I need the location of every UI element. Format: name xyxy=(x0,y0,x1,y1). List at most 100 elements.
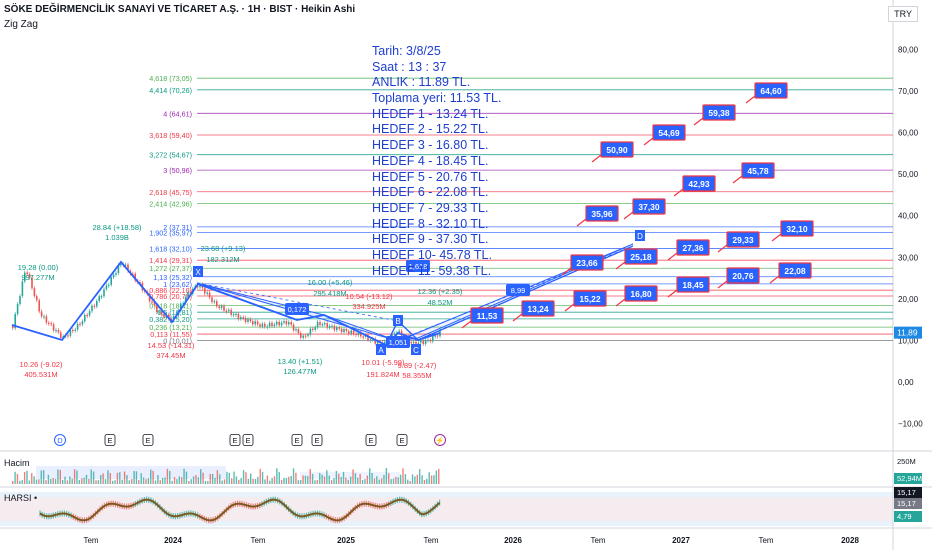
volume-bar[interactable] xyxy=(131,479,133,484)
candle[interactable] xyxy=(93,305,96,307)
target-box[interactable] xyxy=(570,254,604,271)
candle[interactable] xyxy=(242,317,244,319)
candle[interactable] xyxy=(424,340,427,345)
volume-bar[interactable] xyxy=(69,476,71,484)
candle[interactable] xyxy=(295,329,297,331)
volume-bar[interactable] xyxy=(230,478,233,484)
candle[interactable] xyxy=(79,323,81,326)
volume-bar[interactable] xyxy=(88,478,90,484)
pattern-ratio-box[interactable] xyxy=(386,336,410,348)
volume-bar[interactable] xyxy=(338,473,340,484)
target-box[interactable] xyxy=(632,198,666,215)
volume-bar[interactable] xyxy=(261,471,264,484)
volume-bar[interactable] xyxy=(347,479,349,484)
candle[interactable] xyxy=(120,264,122,266)
harsi-pane-label[interactable]: HARSI • xyxy=(4,493,38,503)
event-marker[interactable] xyxy=(396,434,408,446)
volume-bar[interactable] xyxy=(188,480,190,484)
volume-bar[interactable] xyxy=(216,470,219,484)
volume-bar[interactable] xyxy=(385,468,388,484)
volume-bar[interactable] xyxy=(219,474,221,484)
target-box[interactable] xyxy=(624,285,658,302)
volume-bar[interactable] xyxy=(214,477,216,484)
volume-bar[interactable] xyxy=(76,470,78,484)
candle[interactable] xyxy=(417,342,420,346)
volume-bar[interactable] xyxy=(428,472,430,484)
candle[interactable] xyxy=(326,323,328,328)
volume-bar[interactable] xyxy=(395,476,397,484)
volume-bar[interactable] xyxy=(397,477,399,484)
volume-bar[interactable] xyxy=(183,468,185,484)
candle[interactable] xyxy=(410,342,412,344)
volume-bar[interactable] xyxy=(31,473,33,484)
volume-bar[interactable] xyxy=(438,468,440,484)
volume-bar[interactable] xyxy=(273,476,276,484)
volume-bar[interactable] xyxy=(111,480,114,484)
candle[interactable] xyxy=(21,281,24,296)
candle[interactable] xyxy=(290,322,292,325)
volume-bar[interactable] xyxy=(150,469,152,484)
volume-bar[interactable] xyxy=(54,478,57,484)
volume-bar[interactable] xyxy=(142,477,145,484)
event-marker[interactable] xyxy=(291,434,303,446)
volume-bar[interactable] xyxy=(285,477,288,484)
event-marker[interactable] xyxy=(434,434,446,446)
volume-bar[interactable] xyxy=(245,472,247,484)
candle[interactable] xyxy=(74,329,76,331)
volume-bar[interactable] xyxy=(161,477,164,484)
candle[interactable] xyxy=(244,317,247,322)
candle[interactable] xyxy=(124,264,127,266)
candle[interactable] xyxy=(98,296,100,301)
volume-bar[interactable] xyxy=(326,470,328,484)
candle[interactable] xyxy=(376,341,379,344)
candle[interactable] xyxy=(86,314,88,317)
volume-pane-label[interactable]: Hacim xyxy=(4,458,30,468)
candle[interactable] xyxy=(115,273,117,275)
volume-bar[interactable] xyxy=(28,480,31,484)
candle[interactable] xyxy=(151,301,153,303)
candle[interactable] xyxy=(343,328,345,333)
volume-bar[interactable] xyxy=(295,472,297,484)
candle[interactable] xyxy=(367,335,369,341)
candle[interactable] xyxy=(72,329,74,332)
volume-bar[interactable] xyxy=(12,481,14,484)
candle[interactable] xyxy=(254,321,256,325)
volume-bar[interactable] xyxy=(361,479,364,484)
candle[interactable] xyxy=(235,313,237,316)
candle[interactable] xyxy=(45,316,48,323)
last-price-tag[interactable] xyxy=(894,326,922,339)
volume-bar[interactable] xyxy=(85,474,88,484)
volume-bar[interactable] xyxy=(430,475,433,484)
candle[interactable] xyxy=(24,272,26,282)
candle[interactable] xyxy=(187,292,189,298)
candle[interactable] xyxy=(108,284,110,286)
candle[interactable] xyxy=(168,314,170,319)
candle[interactable] xyxy=(52,324,55,331)
candle[interactable] xyxy=(309,328,312,335)
volume-bar[interactable] xyxy=(92,471,95,484)
volume-bar[interactable] xyxy=(57,469,59,484)
target-box[interactable] xyxy=(780,220,814,237)
candle[interactable] xyxy=(16,303,19,314)
volume-bar[interactable] xyxy=(314,480,316,484)
candle[interactable] xyxy=(292,324,295,331)
event-marker[interactable] xyxy=(229,434,241,446)
candle[interactable] xyxy=(355,333,357,336)
volume-bar[interactable] xyxy=(278,472,280,484)
candle[interactable] xyxy=(240,317,242,319)
volume-bar[interactable] xyxy=(404,474,407,484)
volume-bar[interactable] xyxy=(119,472,121,484)
volume-bar[interactable] xyxy=(388,473,390,484)
candle[interactable] xyxy=(100,296,103,298)
volume-bar[interactable] xyxy=(280,479,283,484)
volume-bar[interactable] xyxy=(204,480,207,484)
volume-bar[interactable] xyxy=(418,469,421,484)
volume-bar[interactable] xyxy=(73,469,76,484)
volume-bar[interactable] xyxy=(259,468,261,484)
volume-bar[interactable] xyxy=(50,478,52,484)
volume-bar[interactable] xyxy=(169,470,171,484)
candle[interactable] xyxy=(350,330,352,334)
volume-bar[interactable] xyxy=(352,469,354,484)
volume-bar[interactable] xyxy=(42,470,45,484)
volume-bar[interactable] xyxy=(345,477,347,484)
